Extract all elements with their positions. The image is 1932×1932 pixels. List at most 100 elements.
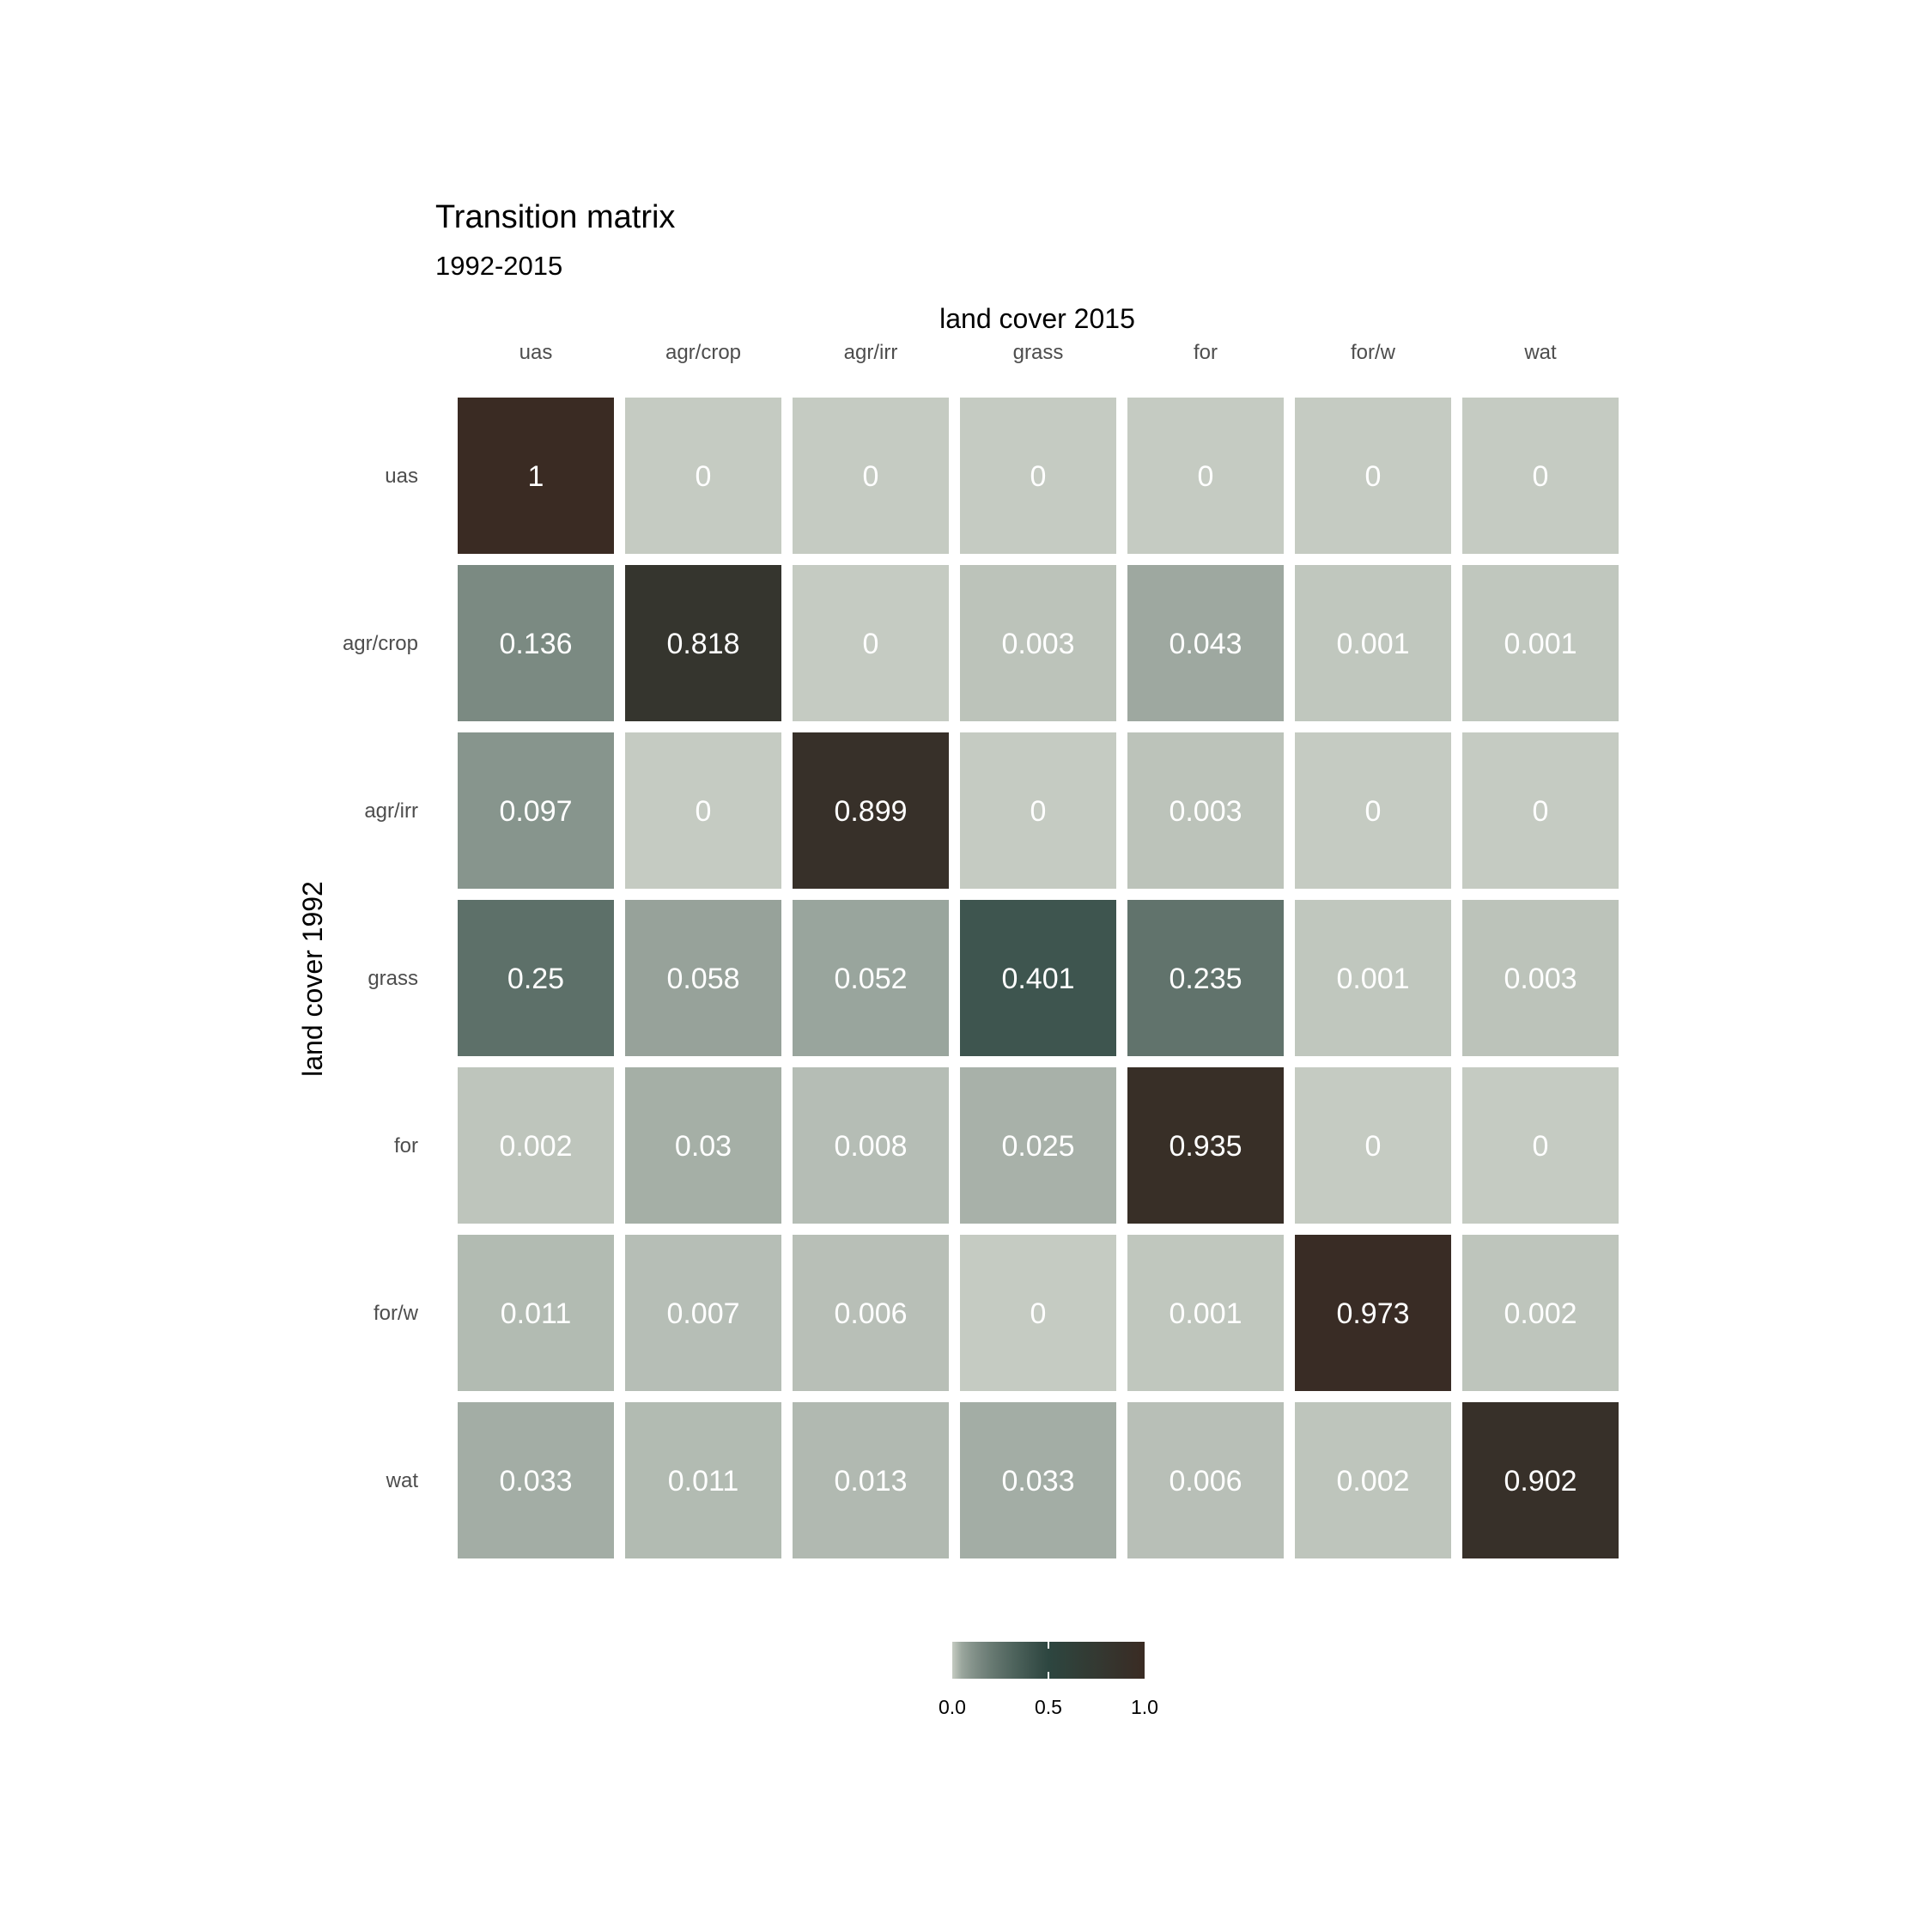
cell-value-label: 0.006 <box>834 1297 907 1330</box>
heatmap-cell <box>458 398 614 554</box>
cell-value-label: 0.058 <box>666 963 739 995</box>
x-tick-label: agr/crop <box>665 341 741 364</box>
cell-value-label: 0.935 <box>1169 1130 1242 1163</box>
heatmap-cell <box>625 900 781 1056</box>
cell-value-label: 0.003 <box>1001 628 1074 660</box>
cell-value-label: 0 <box>1365 460 1382 493</box>
heatmap-cell <box>793 1402 949 1558</box>
y-tick-label: wat <box>386 1469 419 1492</box>
heatmap-cell <box>1462 1235 1619 1391</box>
cell-value-label: 0 <box>696 795 712 828</box>
cell-value-label: 0.003 <box>1504 963 1577 995</box>
heatmap-cell <box>1462 1402 1619 1558</box>
cell-value-label: 0 <box>1030 795 1047 828</box>
heatmap-cell <box>1127 398 1284 554</box>
cell-value-label: 0.002 <box>499 1130 572 1163</box>
heatmap-cell <box>625 732 781 889</box>
x-tick-label: for/w <box>1351 341 1396 364</box>
heatmap-cell <box>1295 1067 1451 1224</box>
x-tick-label: agr/irr <box>844 341 898 364</box>
cell-value-label: 0.033 <box>499 1465 572 1498</box>
y-tick-label: uas <box>385 465 418 488</box>
heatmap-cell <box>1462 900 1619 1056</box>
cell-value-label: 0 <box>863 460 879 493</box>
cell-value-label: 0.902 <box>1504 1465 1577 1498</box>
heatmap-cell <box>1462 398 1619 554</box>
x-tick-label: uas <box>519 341 553 364</box>
x-tick-label: wat <box>1523 341 1557 364</box>
color-legend: 0.0 0.5 1.0 <box>939 1642 1158 1718</box>
x-axis-ticks: uas agr/crop agr/irr grass for for/w wat <box>519 341 1557 364</box>
heatmap-cell <box>793 732 949 889</box>
heatmap-cell <box>625 565 781 721</box>
heatmap-cell <box>1295 565 1451 721</box>
y-tick-label: agr/irr <box>364 799 418 823</box>
cell-value-label: 0 <box>1533 460 1549 493</box>
cell-value-label: 0 <box>1533 795 1549 828</box>
cell-value-label: 0.013 <box>834 1465 907 1498</box>
heatmap-cells: 1 0 0 0 0 0 0 0.136 0.818 0 0.003 0.043 0.001 0.001 0.… <box>458 398 1619 1558</box>
x-tick-label: for <box>1194 341 1218 364</box>
x-tick-label: grass <box>1013 341 1064 364</box>
cell-value-label: 0 <box>1198 460 1214 493</box>
heatmap-cell <box>960 1402 1116 1558</box>
y-tick-label: for <box>394 1134 418 1157</box>
heatmap-cell <box>1127 1235 1284 1391</box>
cell-value-label: 0.043 <box>1169 628 1242 660</box>
legend-tick-label: 1.0 <box>1131 1696 1158 1718</box>
cell-value-label: 0.008 <box>834 1130 907 1163</box>
cell-value-label: 0.006 <box>1169 1465 1242 1498</box>
y-axis-title: land cover 1992 <box>297 881 328 1077</box>
cell-value-label: 0.235 <box>1169 963 1242 995</box>
y-axis-ticks: uas agr/crop agr/irr grass for for/w wat <box>343 465 419 1492</box>
heatmap-cell <box>960 398 1116 554</box>
legend-tick-label: 0.5 <box>1035 1696 1062 1718</box>
cell-value-label: 0 <box>1533 1130 1549 1163</box>
heatmap-cell <box>1295 1402 1451 1558</box>
cell-value-label: 0.001 <box>1504 628 1577 660</box>
cell-value-label: 0.818 <box>666 628 739 660</box>
heatmap-cell <box>1295 732 1451 889</box>
heatmap-cell <box>458 1235 614 1391</box>
heatmap-cell <box>625 398 781 554</box>
cell-value-label: 0.002 <box>1336 1465 1409 1498</box>
heatmap-cell <box>793 1067 949 1224</box>
heatmap-cell <box>1295 900 1451 1056</box>
cell-value-label: 0.025 <box>1001 1130 1074 1163</box>
heatmap-cell <box>625 1402 781 1558</box>
heatmap-cell <box>960 1067 1116 1224</box>
heatmap-cell <box>625 1235 781 1391</box>
heatmap-cell <box>458 565 614 721</box>
cell-value-label: 0.401 <box>1001 963 1074 995</box>
cell-value-label: 0 <box>696 460 712 493</box>
heatmap-cell <box>1462 565 1619 721</box>
heatmap-cell <box>960 732 1116 889</box>
cell-value-label: 0 <box>1030 460 1047 493</box>
heatmap-cell <box>1127 732 1284 889</box>
cell-value-label: 0.25 <box>507 963 564 995</box>
cell-value-label: 0.001 <box>1336 628 1409 660</box>
cell-value-label: 0 <box>863 628 879 660</box>
heatmap-cell <box>793 398 949 554</box>
heatmap-cell <box>1127 1067 1284 1224</box>
cell-value-label: 1 <box>528 460 544 493</box>
heatmap-cell <box>458 900 614 1056</box>
cell-value-label: 0 <box>1365 795 1382 828</box>
heatmap-cell <box>960 1235 1116 1391</box>
heatmap-cell <box>793 900 949 1056</box>
cell-value-label: 0.097 <box>499 795 572 828</box>
cell-value-label: 0.052 <box>834 963 907 995</box>
heatmap-cell <box>1127 565 1284 721</box>
cell-value-label: 0.899 <box>834 795 907 828</box>
heatmap-cell <box>458 732 614 889</box>
cell-value-label: 0 <box>1365 1130 1382 1163</box>
cell-value-label: 0.003 <box>1169 795 1242 828</box>
heatmap-cell <box>960 900 1116 1056</box>
y-tick-label: for/w <box>374 1302 419 1325</box>
heatmap-cell <box>1127 1402 1284 1558</box>
cell-value-label: 0.011 <box>501 1297 572 1330</box>
x-axis-title: land cover 2015 <box>939 303 1135 334</box>
heatmap-cell <box>458 1402 614 1558</box>
cell-value-label: 0.002 <box>1504 1297 1577 1330</box>
chart-subtitle: 1992-2015 <box>435 251 562 281</box>
